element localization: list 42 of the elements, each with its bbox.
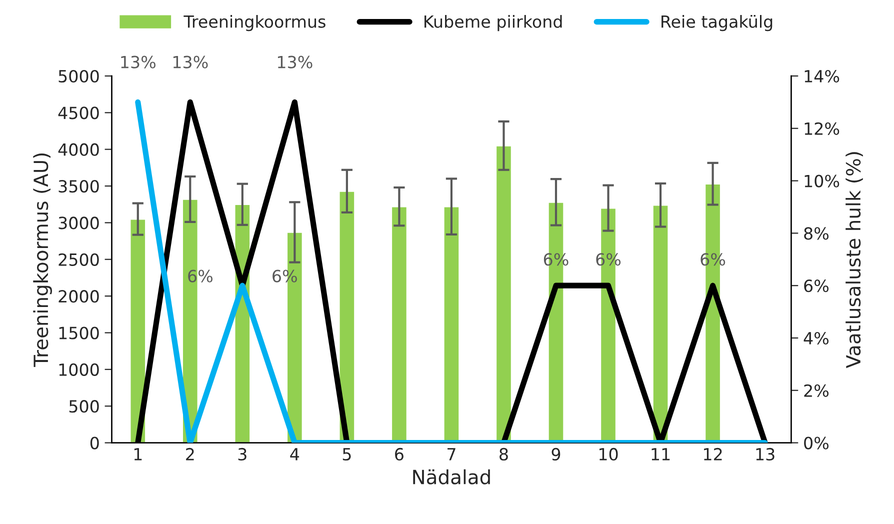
x-tick-label: 5	[342, 448, 351, 461]
legend-label: Reie tagakülg	[662, 15, 772, 32]
x-tick-label: 7	[448, 448, 456, 460]
bar	[129, 218, 146, 443]
y-tick-label: 1000	[59, 363, 99, 376]
y-tick-label: 2500	[58, 253, 99, 266]
y-tick-label: 0	[90, 436, 99, 450]
x-tick-label: 2	[186, 448, 194, 460]
x-tick-label: 10	[599, 448, 618, 461]
y-axis-title: Treeningkoormus (AU)	[33, 153, 52, 368]
x-tick-label: 4	[290, 448, 300, 460]
y-tick-label: 5000	[58, 70, 99, 83]
x-tick-label: 13	[756, 448, 774, 461]
y2-tick-label: 2%	[804, 384, 829, 397]
x-tick-label: 12	[704, 448, 722, 460]
y-tick-label: 1500	[59, 326, 99, 340]
data-label: 13%	[173, 56, 208, 68]
data-label: 13%	[121, 56, 156, 68]
x-tick-label: 9	[552, 448, 560, 461]
x-tick-label: 3	[238, 448, 246, 461]
y-tick-label: 3000	[58, 216, 99, 230]
y2-axis-title: Vaatlusaluste hulk (%)	[846, 152, 863, 368]
x-tick-label: 1	[134, 448, 142, 460]
y-tick-label: 4000	[58, 143, 99, 156]
y2-tick-label: 4%	[804, 332, 829, 345]
y-tick-label: 3500	[58, 180, 99, 193]
y2-tick-label: 6%	[804, 280, 829, 292]
y-tick-label: 2000	[58, 290, 99, 303]
legend-label: Kubeme piirkond	[424, 15, 562, 32]
y-tick-label: 4500	[58, 106, 99, 120]
y2-tick-label: 12%	[804, 122, 840, 135]
x-tick-label: 6	[395, 448, 404, 461]
legend-label: Treeningkoormus	[184, 15, 326, 32]
y2-tick-label: 0%	[804, 436, 829, 450]
y-tick-label: 500	[69, 400, 99, 413]
y2-tick-label: 10%	[804, 174, 840, 188]
x-axis-title: Nädalad	[413, 469, 490, 484]
data-label: 13%	[278, 56, 312, 68]
y2-tick-label: 8%	[804, 227, 829, 240]
x-tick-label: 11	[652, 448, 670, 460]
x-tick-label: 8	[500, 448, 508, 461]
y2-tick-label: 14%	[804, 70, 840, 83]
